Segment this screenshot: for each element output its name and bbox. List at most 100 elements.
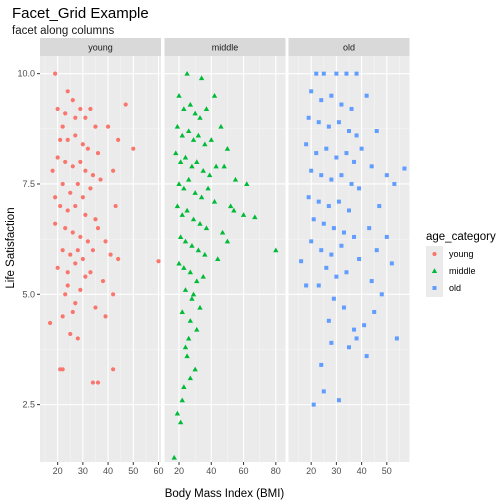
data-point-old (321, 71, 326, 76)
data-point-young (85, 146, 90, 151)
legend-label-middle: middle (449, 266, 476, 276)
data-point-old (331, 226, 336, 231)
data-point-middle (195, 132, 202, 138)
data-point-old (329, 177, 334, 182)
data-point-old (354, 133, 359, 138)
data-point-young (65, 137, 70, 142)
data-point-young (83, 274, 88, 279)
data-point-young (58, 137, 63, 142)
data-point-old (341, 230, 346, 235)
x-tick-label: 20 (174, 466, 184, 476)
data-point-middle (194, 159, 200, 164)
data-point-middle (219, 229, 226, 235)
y-tick-label: 2.5 (22, 400, 35, 410)
panel-grid (164, 56, 286, 462)
data-point-old (336, 199, 341, 204)
data-point-young (68, 190, 73, 195)
data-point-middle (179, 212, 185, 217)
data-point-old (319, 98, 324, 103)
facet-panel-old: old 20 30 40 50 (288, 38, 410, 476)
y-tick-label: 5.0 (22, 289, 35, 299)
data-point-young (60, 248, 65, 253)
data-point-old (354, 336, 359, 341)
data-point-middle (211, 93, 218, 98)
data-point-young (78, 234, 83, 240)
data-point-young (93, 305, 98, 310)
data-point-old (372, 309, 377, 314)
legend: age_category young middle old (426, 231, 496, 297)
x-tick-label: 60 (239, 466, 249, 476)
x-tick-label: 60 (153, 466, 163, 476)
data-point-old (329, 340, 334, 345)
data-point-old (357, 186, 362, 191)
data-point-middle (189, 163, 195, 169)
data-point-old (314, 151, 319, 156)
data-point-middle (189, 296, 195, 301)
data-point-young (70, 98, 75, 103)
data-point-middle (205, 185, 211, 191)
data-point-old (339, 102, 344, 107)
data-point-middle (202, 141, 208, 147)
data-point-old (364, 354, 369, 359)
data-point-old (347, 345, 351, 350)
data-point-old (319, 248, 324, 253)
data-point-old (316, 283, 321, 288)
data-point-young (88, 186, 93, 191)
data-point-young (65, 89, 70, 94)
data-point-old (347, 208, 351, 213)
points-middle (171, 70, 279, 460)
data-point-young (70, 230, 75, 235)
panel-grid (288, 56, 410, 462)
panel-background (40, 56, 161, 462)
data-point-old (379, 292, 384, 297)
data-point-middle (184, 207, 190, 213)
data-point-middle (182, 344, 189, 350)
data-point-old (369, 164, 374, 169)
data-point-middle (232, 176, 239, 182)
data-point-young (80, 195, 85, 200)
chart-subtitle: facet along columns (12, 25, 115, 37)
data-point-old (316, 199, 321, 204)
legend-label-young: young (449, 249, 474, 259)
data-point-old (306, 195, 311, 200)
data-point-middle (206, 172, 213, 178)
data-point-middle (179, 132, 185, 138)
data-point-old (324, 265, 329, 270)
data-point-young (111, 168, 116, 173)
data-point-young (68, 252, 73, 257)
data-point-young (83, 168, 88, 173)
data-point-young (156, 259, 161, 264)
data-point-young (73, 133, 78, 138)
chart-title: Facet_Grid Example (12, 5, 149, 22)
data-point-young (60, 314, 65, 319)
data-point-young (90, 248, 96, 253)
data-point-old (364, 93, 369, 98)
x-tick-label: 40 (357, 466, 367, 476)
data-point-old (331, 296, 336, 301)
data-point-middle (171, 454, 177, 460)
data-point-old (309, 168, 314, 173)
data-point-old (369, 279, 374, 284)
data-point-young (70, 309, 75, 315)
data-point-middle (195, 247, 202, 253)
data-point-middle (190, 291, 197, 297)
data-point-old (352, 327, 357, 332)
data-point-old (352, 159, 357, 164)
data-point-young (78, 106, 83, 112)
data-point-young (123, 102, 128, 107)
points-old (299, 71, 407, 407)
points-young (47, 71, 161, 385)
data-point-young (63, 292, 68, 297)
data-point-young (95, 226, 101, 231)
data-point-young (108, 252, 113, 257)
data-point-middle (182, 238, 189, 244)
data-point-old (339, 173, 344, 178)
data-point-middle (203, 106, 210, 111)
legend-key-middle (431, 268, 438, 274)
data-point-old (326, 124, 331, 129)
data-point-old (341, 305, 346, 310)
data-point-young (95, 150, 101, 156)
data-point-middle (174, 123, 181, 129)
data-point-old (344, 71, 349, 76)
